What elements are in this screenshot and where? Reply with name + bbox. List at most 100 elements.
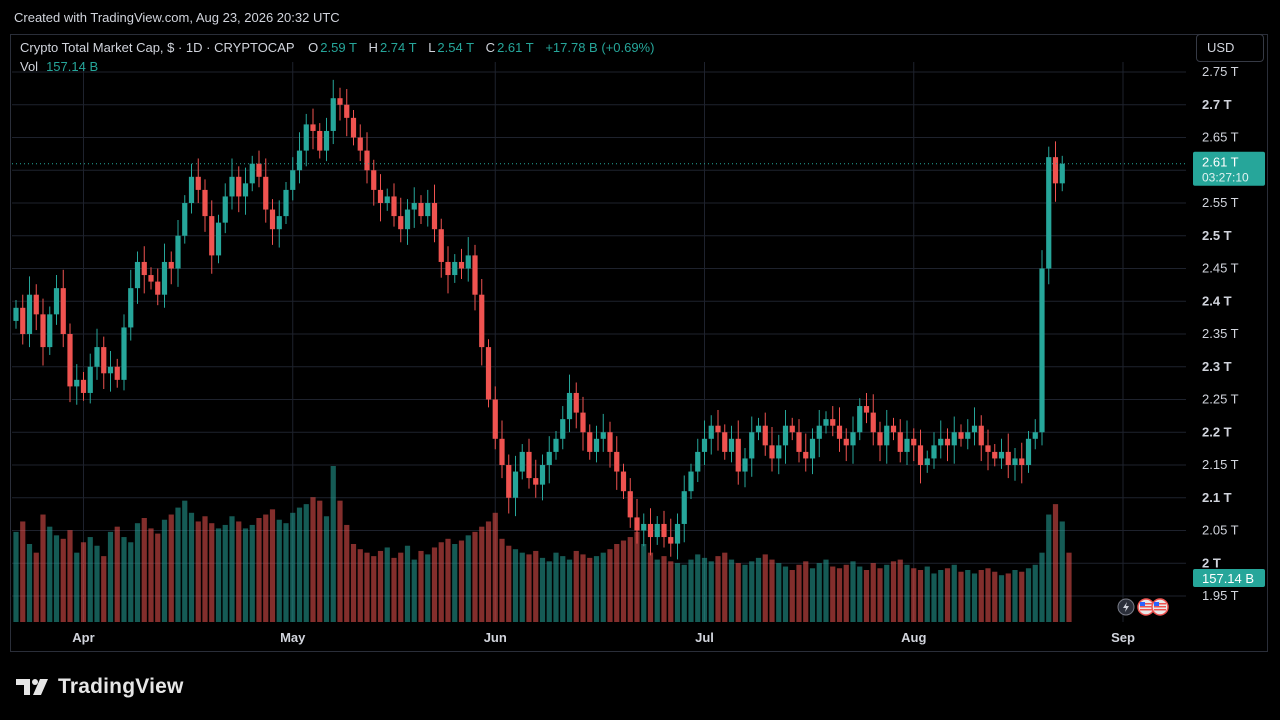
volume-bar (769, 559, 775, 622)
volume-bar (80, 542, 87, 622)
volume-bar (897, 559, 903, 622)
candle-body (317, 130, 323, 151)
candle-body (674, 523, 681, 544)
candle-body (701, 438, 708, 452)
candle-body (303, 124, 309, 151)
candle-body (445, 261, 451, 276)
volume-bar (431, 547, 438, 622)
volume-bar (512, 549, 519, 622)
candle-body (526, 451, 532, 479)
volume-bar (209, 523, 215, 622)
candle-body (809, 438, 816, 459)
symbol-title[interactable]: Crypto Total Market Cap, $ · 1D · CRYPTO… (20, 40, 295, 55)
candle-body (560, 419, 566, 439)
volume-bar (553, 552, 559, 622)
y-tick-label: 2.65 T (1202, 130, 1239, 145)
candle-body (978, 425, 984, 446)
volume-bar (506, 545, 512, 622)
candle-body (33, 294, 39, 315)
candle-body (998, 451, 1005, 459)
volume-bar (722, 552, 728, 622)
candle-body (958, 432, 964, 439)
candle-body (870, 412, 876, 433)
volume-bar (53, 535, 60, 622)
volume-bar (87, 537, 93, 622)
volume-bar (492, 512, 498, 622)
flag-stripe (1154, 606, 1166, 608)
candle-body (654, 523, 660, 538)
candle-body (222, 196, 228, 223)
candle-body (614, 451, 620, 472)
volume-bar (1046, 514, 1052, 622)
top-bar: Created with TradingView.com, Aug 23, 20… (0, 0, 1280, 34)
volume-bar (418, 550, 424, 622)
candle-body (209, 216, 215, 256)
volume-badge (1193, 569, 1265, 587)
volume-bar (728, 559, 735, 622)
candle-body (796, 432, 802, 452)
close-value: 2.61 T (497, 40, 534, 55)
volume-bar (560, 556, 566, 622)
volume-bar (445, 538, 451, 622)
volume-bar (296, 507, 303, 622)
y-tick-label: 2.7 T (1202, 97, 1232, 112)
volume-bar (47, 526, 53, 622)
tradingview-logo[interactable]: TradingView (16, 674, 184, 700)
volume-bar (425, 554, 431, 622)
volume-bar (465, 535, 471, 622)
volume-bar (695, 554, 701, 622)
volume-bar (1025, 568, 1032, 622)
chart-frame[interactable] (10, 34, 1268, 652)
candle-body (762, 425, 768, 446)
volume-label[interactable]: Vol (20, 59, 39, 74)
candle-body (377, 189, 384, 203)
candle-body (101, 347, 107, 374)
volume-bar (168, 514, 174, 622)
candle-body (782, 425, 789, 446)
volume-bar (850, 561, 856, 622)
candle-body (911, 438, 917, 446)
y-tick-label: 2.35 T (1202, 326, 1239, 341)
volume-bar (276, 519, 282, 622)
volume-bar (161, 519, 168, 622)
volume-badge-value: 157.14 B (1202, 571, 1254, 586)
volume-bar (134, 523, 141, 622)
open-label: O (308, 40, 319, 55)
candle-body (647, 523, 654, 538)
candle-body (350, 117, 357, 138)
candle-body (465, 255, 471, 269)
candle-body (161, 261, 168, 295)
volume-bar (1019, 571, 1025, 622)
candle-body (269, 209, 276, 230)
volume-bar (310, 497, 316, 622)
flag-stripe (1140, 603, 1152, 605)
candle-body (985, 445, 991, 452)
y-tick-label: 2.5 T (1202, 228, 1232, 243)
volume-bar (573, 550, 579, 622)
volume-bar (452, 544, 458, 622)
volume-bar (877, 568, 883, 622)
currency-button[interactable]: USD (1196, 34, 1264, 62)
volume-bar (668, 561, 674, 622)
candle-body (884, 425, 890, 446)
volume-bar (215, 528, 222, 622)
candle-body (141, 261, 147, 276)
candle-body (1039, 268, 1045, 433)
y-tick-label: 2.15 T (1202, 457, 1239, 472)
candle-body (688, 471, 694, 492)
volume-bar (735, 563, 741, 622)
volume-bar (938, 570, 944, 622)
x-tick-label: Jun (484, 630, 507, 645)
candle-body (276, 216, 282, 230)
candle-body (1019, 458, 1025, 465)
candle-body (506, 465, 512, 498)
candle-body (749, 432, 755, 459)
volume-bar (344, 524, 350, 622)
candle-body (188, 176, 195, 203)
candle-body (1025, 438, 1032, 465)
candle-body (398, 216, 404, 230)
y-tick-label: 2.3 T (1202, 359, 1232, 374)
y-tick-label: 1.95 T (1202, 588, 1239, 603)
volume-bar (114, 526, 120, 622)
